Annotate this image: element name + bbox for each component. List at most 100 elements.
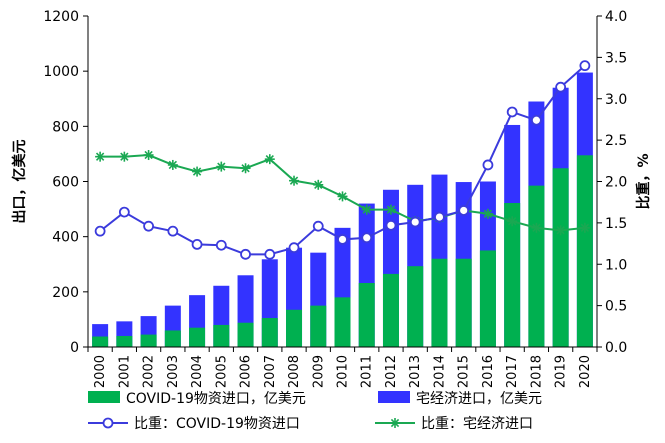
point-covid-share — [167, 225, 179, 237]
point-covid-share — [409, 216, 421, 228]
legend-home-bar: 宅经济进口，亿美元 — [378, 391, 542, 407]
point-covid-share — [118, 206, 130, 218]
bar-covid-goods — [455, 258, 472, 347]
x-tick-label: 2005 — [214, 355, 229, 388]
bar-covid-goods — [189, 327, 206, 347]
y-tick-label-right: 1.0 — [605, 257, 627, 273]
point-home-economy-share — [313, 179, 324, 190]
legend-covid-line-marker — [102, 417, 114, 429]
bar-covid-goods — [479, 250, 496, 347]
point-covid-share — [191, 238, 203, 250]
bar-covid-goods — [140, 334, 157, 347]
y-tick-label-left: 0 — [70, 340, 79, 356]
x-tick-label: 2016 — [481, 355, 496, 388]
bar-covid-goods — [116, 335, 133, 347]
point-home-economy-share — [119, 151, 130, 162]
y-tick-label-right: 1.5 — [605, 216, 627, 232]
legend-covid-bar: COVID-19物资进口，亿美元 — [88, 391, 306, 407]
point-home-economy-share — [264, 154, 275, 165]
point-home-economy-share — [507, 216, 518, 227]
point-covid-share — [361, 232, 373, 244]
bar-covid-goods — [92, 336, 109, 347]
legend-home-line-marker — [390, 418, 400, 428]
x-tick-label: 2013 — [408, 355, 423, 388]
point-covid-share — [555, 81, 567, 93]
point-covid-share — [482, 159, 494, 171]
x-tick-label: 2018 — [529, 355, 544, 388]
point-home-economy-share — [531, 222, 542, 233]
y-axis-title-left: 出口，亿美元 — [11, 140, 28, 224]
x-tick-label: 2000 — [93, 355, 108, 388]
y-tick-label-left: 800 — [52, 119, 79, 135]
point-covid-share — [385, 219, 397, 231]
point-covid-share — [337, 234, 348, 245]
x-tick-label: 2008 — [287, 355, 302, 388]
point-covid-share — [531, 114, 542, 126]
y-tick-label-left: 400 — [52, 230, 79, 246]
y-tick-label-right: 2.0 — [605, 175, 627, 191]
point-home-economy-share — [289, 175, 300, 186]
x-tick-label: 2017 — [505, 355, 520, 388]
legend-covid-line-label: 比重：COVID-19物资进口 — [134, 416, 300, 432]
y-tick-label-right: 3.5 — [605, 50, 627, 66]
y-tick-label-right: 2.5 — [605, 133, 627, 149]
point-covid-share — [264, 248, 276, 260]
y-tick-label-right: 4.0 — [605, 9, 627, 25]
y-tick-label-right: 0.0 — [605, 340, 627, 356]
legend-home-bar-swatch — [378, 391, 410, 403]
x-tick-label: 2020 — [578, 355, 593, 388]
point-home-economy-share — [555, 225, 566, 236]
point-covid-share — [579, 60, 591, 72]
bar-covid-goods — [431, 258, 448, 347]
legend-home-line: 比重：宅经济进口 — [375, 416, 533, 432]
bar-covid-goods — [164, 330, 181, 347]
bar-covid-goods — [576, 155, 593, 347]
x-tick-label: 2004 — [190, 355, 205, 388]
x-tick-label: 2011 — [360, 355, 375, 388]
point-covid-share — [215, 239, 227, 251]
x-tick-label: 2012 — [384, 355, 399, 388]
legend-home-line-label: 比重：宅经济进口 — [421, 416, 533, 432]
point-covid-share — [288, 242, 300, 254]
bar-covid-goods — [237, 322, 254, 347]
x-tick-label: 2014 — [432, 355, 447, 388]
x-tick-label: 2015 — [457, 355, 472, 388]
point-covid-share — [240, 248, 251, 260]
point-home-economy-share — [337, 191, 348, 202]
bar-covid-goods — [382, 273, 399, 347]
y-tick-label-left: 1000 — [43, 64, 79, 80]
y-tick-label-right: 3.0 — [605, 92, 627, 108]
bar-covid-goods — [310, 305, 327, 347]
legend-covid-bar-label: COVID-19物资进口，亿美元 — [126, 391, 306, 407]
point-home-economy-share — [216, 161, 227, 172]
bar-covid-goods — [504, 203, 521, 347]
point-covid-share — [94, 225, 106, 237]
point-covid-share — [434, 211, 445, 223]
bar-covid-goods — [552, 168, 569, 347]
point-home-economy-share — [579, 222, 590, 233]
point-home-economy-share — [167, 159, 178, 170]
x-tick-label: 2007 — [263, 355, 278, 388]
bar-covid-goods — [286, 309, 303, 347]
point-covid-share — [458, 205, 470, 216]
x-tick-label: 2009 — [311, 355, 326, 388]
bar-covid-goods — [528, 185, 545, 347]
y-tick-label-left: 200 — [52, 285, 79, 301]
y-tick-label-right: 0.5 — [605, 299, 627, 315]
x-tick-label: 2010 — [336, 355, 351, 388]
y-axis-title-right: 比重，% — [635, 153, 652, 209]
x-tick-label: 2019 — [554, 355, 569, 388]
point-covid-share — [143, 220, 154, 232]
bar-covid-goods — [407, 266, 424, 347]
bar-covid-goods — [334, 297, 351, 347]
x-tick-label: 2003 — [166, 355, 181, 388]
point-home-economy-share — [143, 150, 154, 161]
x-tick-label: 2001 — [117, 355, 132, 388]
point-home-economy-share — [385, 204, 396, 215]
point-home-economy-share — [95, 151, 106, 162]
point-home-economy-share — [240, 163, 251, 174]
point-home-economy-share — [482, 208, 493, 219]
x-tick-label: 2006 — [239, 355, 254, 388]
